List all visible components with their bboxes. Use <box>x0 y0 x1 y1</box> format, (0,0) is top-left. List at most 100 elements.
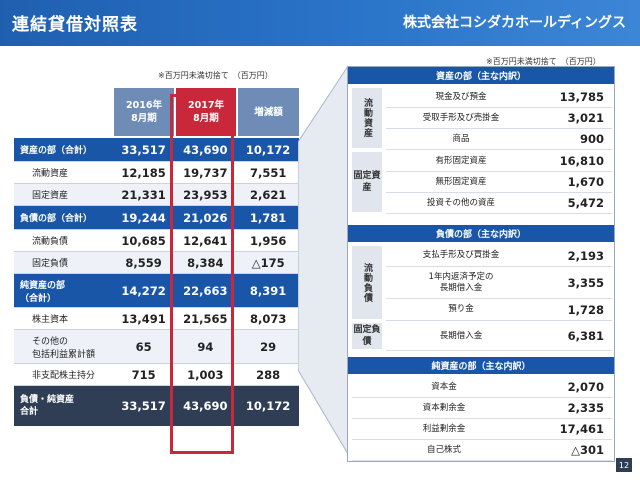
row-label: 負債・純資産 合計 <box>20 395 75 417</box>
value-2016: 21,331 <box>121 187 166 202</box>
column-head-2016: 2016年 8月期 <box>114 88 174 136</box>
value-diff: 2,621 <box>249 187 287 202</box>
breakdown-row: 長期借入金 6,381 <box>386 322 612 351</box>
category-label: 固定資産 <box>352 152 382 212</box>
value-diff: 1,956 <box>249 233 287 248</box>
breakdown-label: 支払手形及び買掛金 <box>422 250 500 260</box>
breakdown-label: 1年内返済予定の 長期借入金 <box>428 271 494 293</box>
value-diff: △175 <box>251 255 285 270</box>
breakdown-value: 6,381 <box>567 329 604 343</box>
right-unit-note: ※百万円未満切捨て （百万円） <box>486 57 601 66</box>
value-2017: 94 <box>197 339 214 354</box>
value-2017: 43,690 <box>183 399 228 413</box>
table-row: 純資産の部 （合計） 14,272 22,663 8,391 <box>14 274 299 308</box>
column-head-diff: 増減額 <box>238 88 299 136</box>
row-label: 流動負債 <box>32 237 69 247</box>
category-label: 固定負債 <box>352 323 382 349</box>
value-diff: 1,781 <box>249 210 287 225</box>
breakdown-row: 無形固定資産 1,670 <box>386 172 612 193</box>
breakdown-row: 商品 900 <box>386 129 612 150</box>
value-diff: 288 <box>256 367 281 382</box>
slide-title: 連結貸借対照表 <box>12 15 138 35</box>
breakdown-row: 受取手形及び売掛金 3,021 <box>386 108 612 129</box>
breakdown-row: 1年内返済予定の 長期借入金 3,355 <box>386 267 612 299</box>
assets-section-header: 資産の部（主な内訳） <box>348 67 614 84</box>
breakdown-value: 2,070 <box>567 380 604 394</box>
breakdown-row: 資本金 2,070 <box>352 377 612 398</box>
value-diff: 10,172 <box>245 399 291 413</box>
value-2017: 23,953 <box>183 187 228 202</box>
table-row: 流動負債 10,685 12,641 1,956 <box>14 230 299 252</box>
breakdown-label: 預り金 <box>448 304 474 314</box>
table-row: 非支配株主持分 715 1,003 288 <box>14 364 299 386</box>
value-diff: 8,073 <box>249 311 287 326</box>
table-row: 固定資産 21,331 23,953 2,621 <box>14 184 299 206</box>
breakdown-label: 有形固定資産 <box>435 155 487 166</box>
page-number: 12 <box>616 458 632 472</box>
category-label: 流動資産 <box>352 88 382 148</box>
callout-connector <box>298 65 348 455</box>
breakdown-value: 3,355 <box>567 275 604 290</box>
table-row: 負債・純資産 合計 33,517 43,690 10,172 <box>14 386 299 426</box>
breakdown-value: 13,785 <box>559 90 604 104</box>
value-2016: 13,491 <box>121 311 166 326</box>
value-2016: 65 <box>135 339 152 354</box>
breakdown-row: 預り金 1,728 <box>386 299 612 321</box>
breakdown-row: 有形固定資産 16,810 <box>386 151 612 172</box>
column-head-2017: 2017年 8月期 <box>176 88 236 136</box>
breakdown-value: 3,021 <box>567 111 604 125</box>
table-row: 流動資産 12,185 19,737 7,551 <box>14 162 299 184</box>
breakdown-row: 支払手形及び買掛金 2,193 <box>386 245 612 267</box>
table-row: 固定負債 8,559 8,384 △175 <box>14 252 299 274</box>
row-label: 固定負債 <box>32 259 69 269</box>
value-2016: 19,244 <box>121 210 166 225</box>
liabilities-section-header: 負債の部（主な内訳） <box>348 225 614 242</box>
breakdown-label: 利益剰余金 <box>422 423 466 434</box>
breakdown-row: 現金及び預金 13,785 <box>386 87 612 108</box>
value-2016: 14,272 <box>121 283 166 298</box>
breakdown-label: 現金及び預金 <box>435 91 487 102</box>
breakdown-label: 資本剰余金 <box>422 402 466 413</box>
breakdown-value: 5,472 <box>567 196 604 210</box>
row-label: 資産の部（合計） <box>20 146 93 156</box>
left-unit-note: ※百万円未満切捨て （百万円） <box>158 71 273 80</box>
value-2017: 12,641 <box>183 233 228 248</box>
table-row: その他の 包括利益累計額 65 94 29 <box>14 330 299 364</box>
company-name: 株式会社コシダカホールディングス <box>402 15 626 31</box>
breakdown-label: 自己株式 <box>426 444 461 455</box>
row-label: 純資産の部 （合計） <box>20 280 66 304</box>
value-2016: 10,685 <box>121 233 166 248</box>
breakdown-value: 1,728 <box>567 302 604 317</box>
value-2016: 715 <box>131 367 156 382</box>
table-row: 負債の部（合計） 19,244 21,026 1,781 <box>14 206 299 230</box>
value-2017: 43,690 <box>183 142 228 157</box>
table-row: 株主資本 13,491 21,565 8,073 <box>14 308 299 330</box>
value-2017: 21,026 <box>183 210 228 225</box>
value-2016: 33,517 <box>121 399 166 413</box>
breakdown-label: 資本金 <box>431 381 457 392</box>
breakdown-value: 900 <box>579 132 604 146</box>
breakdown-value: 2,335 <box>567 401 604 415</box>
value-2016: 12,185 <box>121 165 166 180</box>
breakdown-panel: 資産の部（主な内訳） 流動資産 現金及び預金 13,785 受取手形及び売掛金 3,021… <box>347 66 615 462</box>
row-label: 非支配株主持分 <box>32 371 96 381</box>
value-2017: 21,565 <box>183 311 228 326</box>
breakdown-value: △301 <box>571 443 604 457</box>
breakdown-label: 無形固定資産 <box>435 176 487 187</box>
breakdown-row: 利益剰余金 17,461 <box>352 419 612 440</box>
breakdown-row: 自己株式 △301 <box>352 440 612 461</box>
breakdown-label: 長期借入金 <box>439 330 483 341</box>
category-label: 流動負債 <box>352 246 382 319</box>
breakdown-label: 受取手形及び売掛金 <box>422 112 500 123</box>
value-2016: 8,559 <box>125 255 162 270</box>
value-2017: 19,737 <box>183 165 228 180</box>
table-row: 資産の部（合計） 33,517 43,690 10,172 <box>14 138 299 162</box>
value-diff: 7,551 <box>249 165 287 180</box>
value-diff: 29 <box>260 339 277 354</box>
row-label: 固定資産 <box>32 191 69 201</box>
breakdown-label: 商品 <box>452 133 470 144</box>
breakdown-label: 投資その他の資産 <box>426 197 495 208</box>
equity-section-header: 純資産の部（主な内訳） <box>348 357 614 374</box>
row-label: 流動資産 <box>32 169 69 179</box>
row-label: 株主資本 <box>32 315 69 325</box>
